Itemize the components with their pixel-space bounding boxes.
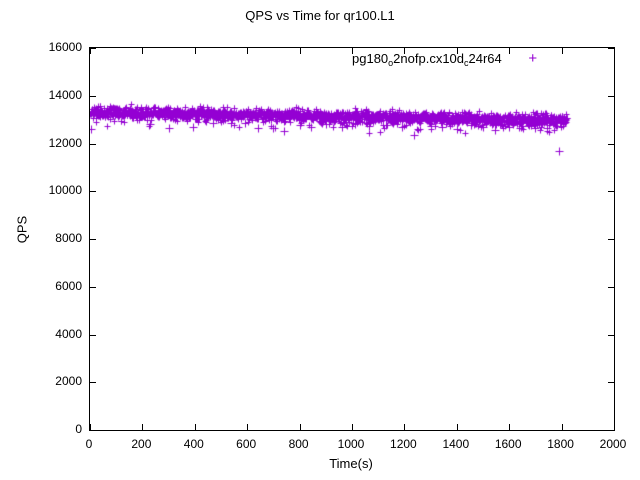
y-tick-label: 8000 bbox=[55, 231, 82, 245]
y-tick-mark bbox=[608, 430, 614, 431]
x-tick-mark bbox=[195, 48, 196, 54]
y-tick-mark bbox=[90, 48, 96, 49]
x-tick-mark bbox=[90, 48, 91, 54]
y-tick-label: 6000 bbox=[55, 278, 82, 293]
y-tick-label: 2000 bbox=[55, 374, 82, 389]
x-tick-label: 200 bbox=[131, 437, 152, 451]
y-tick-mark bbox=[90, 335, 96, 336]
chart-title: QPS vs Time for qr100.L1 bbox=[245, 8, 395, 23]
x-tick-label: 400 bbox=[183, 437, 204, 451]
x-tick-mark bbox=[404, 424, 405, 430]
y-tick-mark bbox=[90, 287, 96, 288]
y-tick-mark bbox=[90, 144, 96, 145]
y-tick-mark bbox=[608, 382, 614, 383]
x-tick-mark bbox=[509, 424, 510, 430]
x-tick-mark bbox=[352, 48, 353, 54]
y-tick-mark bbox=[608, 48, 614, 49]
x-tick-label: 1000 bbox=[337, 437, 365, 451]
x-tick-mark bbox=[142, 424, 143, 430]
x-tick-mark bbox=[509, 48, 510, 54]
x-tick-label: 1600 bbox=[494, 437, 522, 451]
y-tick-mark bbox=[608, 144, 614, 145]
x-tick-label: 1800 bbox=[547, 437, 574, 451]
x-tick-mark bbox=[352, 424, 353, 430]
y-tick-label: 10000 bbox=[48, 183, 82, 198]
y-tick-mark bbox=[90, 430, 96, 431]
y-tick-mark bbox=[90, 191, 96, 192]
legend: pg180o2nofp.cx10dc24r64 + bbox=[352, 48, 564, 68]
x-tick-mark bbox=[562, 424, 563, 430]
x-tick-label: 1200 bbox=[390, 437, 417, 451]
x-tick-mark bbox=[562, 48, 563, 54]
y-tick-label: 4000 bbox=[55, 326, 82, 341]
x-tick-mark bbox=[247, 48, 248, 54]
x-tick-mark bbox=[457, 48, 458, 54]
legend-series-label: pg180o2nofp.cx10dc24r64 bbox=[352, 50, 502, 68]
x-tick-mark bbox=[142, 48, 143, 54]
y-tick-mark bbox=[608, 287, 614, 288]
y-tick-mark bbox=[608, 335, 614, 336]
y-tick-mark bbox=[90, 96, 96, 97]
x-tick-mark bbox=[247, 424, 248, 430]
y-tick-mark bbox=[90, 382, 96, 383]
legend-marker-plus-icon: + bbox=[528, 49, 538, 67]
x-tick-label: 0 bbox=[85, 437, 93, 451]
x-tick-mark bbox=[457, 424, 458, 430]
y-tick-mark bbox=[608, 239, 614, 240]
x-tick-label: 800 bbox=[288, 437, 309, 451]
y-tick-label: 16000 bbox=[48, 40, 82, 54]
x-tick-label: 2000 bbox=[599, 437, 627, 451]
y-tick-label: 14000 bbox=[48, 87, 82, 102]
y-tick-label: 0 bbox=[75, 422, 82, 436]
x-tick-mark bbox=[614, 424, 615, 430]
x-tick-mark bbox=[90, 424, 91, 430]
y-tick-label: 12000 bbox=[48, 135, 82, 150]
plot-area bbox=[89, 47, 615, 431]
x-tick-mark bbox=[300, 48, 301, 54]
y-tick-mark bbox=[90, 239, 96, 240]
y-tick-mark bbox=[608, 191, 614, 192]
x-tick-mark bbox=[195, 424, 196, 430]
x-tick-label: 1400 bbox=[442, 437, 470, 451]
x-axis-label: Time(s) bbox=[329, 456, 373, 471]
scatter-plot-canvas bbox=[90, 48, 614, 430]
x-tick-mark bbox=[404, 48, 405, 54]
x-tick-label: 600 bbox=[236, 437, 257, 451]
x-tick-mark bbox=[614, 48, 615, 54]
y-axis-label: QPS bbox=[14, 215, 30, 244]
y-tick-mark bbox=[608, 96, 614, 97]
x-tick-mark bbox=[300, 424, 301, 430]
